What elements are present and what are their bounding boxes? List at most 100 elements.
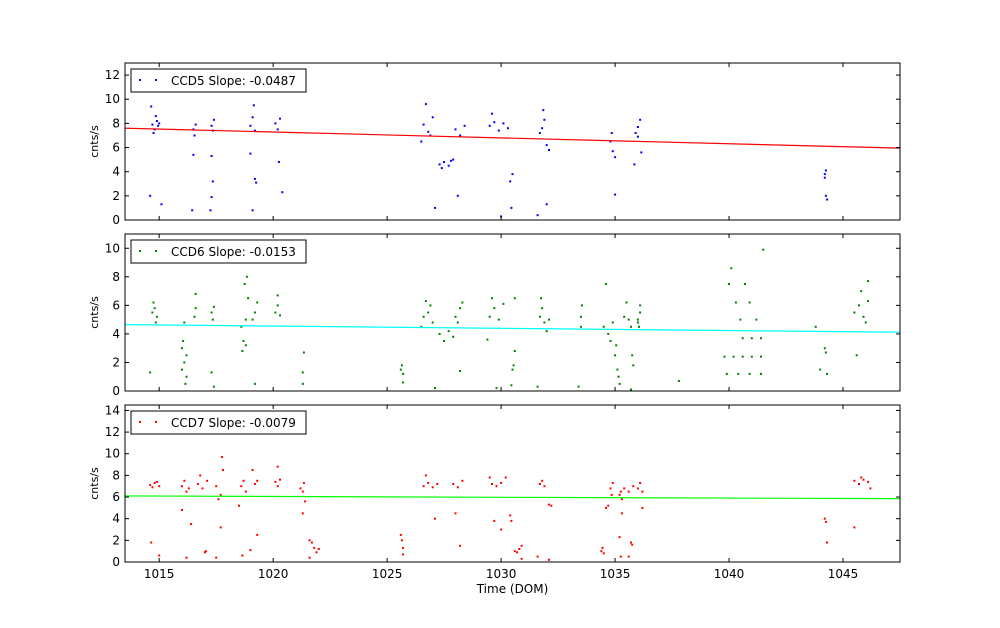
legend-marker [155, 79, 157, 81]
y-tick-label: 8 [112, 116, 120, 130]
data-point [615, 344, 618, 347]
data-point [427, 482, 430, 484]
data-point [399, 368, 402, 371]
data-point [427, 311, 430, 314]
x-tick-label: 1030 [486, 567, 517, 581]
data-point [512, 364, 515, 367]
data-point [191, 209, 194, 212]
data-point [422, 315, 425, 318]
data-point [677, 380, 680, 382]
legend-label: CCD7 Slope: -0.0079 [171, 416, 296, 430]
data-point [253, 382, 256, 385]
data-point [823, 176, 826, 179]
data-point [155, 480, 158, 483]
data-point [500, 482, 503, 484]
legend: CCD7 Slope: -0.0079 [130, 410, 307, 435]
data-point [157, 124, 160, 127]
data-point [627, 318, 630, 321]
x-axis-label: Time (DOM) [476, 582, 549, 596]
data-point [495, 387, 498, 390]
data-point [210, 124, 213, 127]
data-point [299, 487, 302, 490]
data-point [737, 372, 740, 375]
data-point [548, 149, 550, 151]
data-point [249, 152, 252, 155]
data-point [244, 318, 247, 321]
data-point [252, 104, 255, 107]
y-tick-label: 14 [105, 403, 120, 417]
data-point [185, 354, 188, 357]
y-tick-label: 2 [112, 355, 120, 369]
data-point [151, 486, 154, 489]
data-point [639, 311, 642, 314]
data-point [497, 129, 500, 132]
data-point [609, 487, 612, 490]
data-point [633, 163, 636, 166]
data-point [302, 482, 305, 484]
data-point [513, 550, 516, 553]
data-point [181, 347, 183, 350]
data-point [548, 318, 550, 321]
data-point [193, 315, 196, 318]
data-point [614, 193, 617, 196]
panel-ccd5: 0 2 4 6 8 10 12 cnts/s CCD5 Slope: -0.0487 [88, 62, 901, 227]
data-point [256, 301, 259, 304]
data-point [630, 541, 632, 544]
y-tick-label: 8 [112, 468, 120, 482]
data-point [459, 134, 462, 137]
data-point [824, 194, 827, 197]
data-point [607, 332, 610, 335]
data-point [459, 544, 462, 547]
data-point [867, 300, 870, 303]
data-point [440, 167, 443, 170]
y-tick-label: 4 [112, 327, 120, 341]
data-point [212, 385, 215, 388]
data-point [253, 311, 256, 314]
data-point [860, 476, 863, 479]
data-point [160, 203, 163, 206]
data-point [424, 103, 427, 106]
data-point [399, 533, 402, 536]
data-point [194, 307, 197, 310]
data-point [158, 554, 161, 557]
data-point [151, 311, 154, 314]
data-point [824, 169, 827, 172]
y-tick-label: 12 [105, 68, 120, 82]
data-point [611, 482, 614, 484]
data-point [281, 191, 284, 194]
data-point [199, 474, 202, 477]
data-point [620, 498, 623, 501]
data-point [443, 340, 446, 342]
data-point [540, 297, 542, 300]
legend-marker [155, 250, 157, 252]
data-point [210, 371, 213, 374]
data-point [510, 384, 513, 387]
data-point [301, 512, 304, 515]
data-point [222, 469, 224, 471]
data-point [605, 283, 607, 285]
data-point [429, 304, 432, 307]
data-point [212, 305, 215, 308]
data-point [193, 134, 196, 137]
data-point [181, 485, 183, 488]
data-point [452, 158, 455, 161]
data-point [509, 514, 512, 517]
data-point [242, 340, 245, 342]
data-point [463, 124, 466, 127]
data-point [185, 556, 188, 559]
legend-marker [139, 421, 141, 423]
data-point [543, 321, 546, 324]
data-point [276, 294, 279, 297]
data-point [452, 335, 455, 338]
y-axis-label: cnts/s [88, 125, 101, 158]
data-point [632, 364, 635, 367]
data-point [579, 315, 582, 318]
data-point [630, 325, 632, 328]
data-point [438, 163, 441, 166]
y-axis-label: cnts/s [88, 296, 101, 329]
data-point [601, 546, 604, 549]
data-point [151, 123, 154, 126]
y-tick-label: 8 [112, 270, 120, 284]
data-points [149, 456, 872, 561]
